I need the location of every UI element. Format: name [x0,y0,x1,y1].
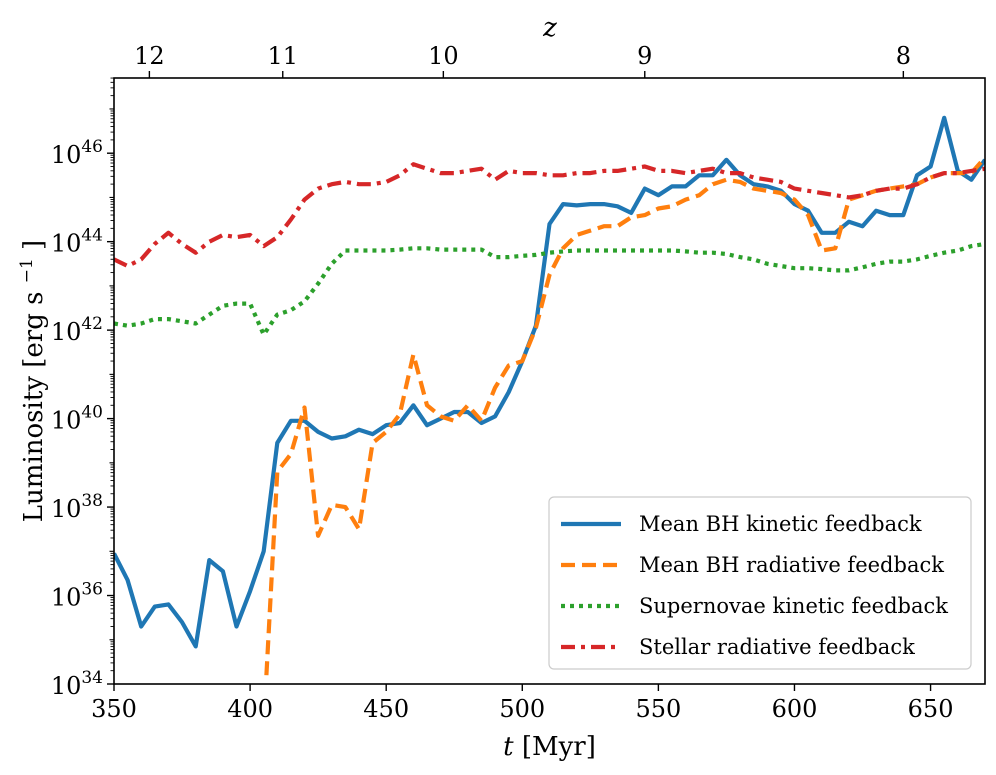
legend-label: Mean BH kinetic feedback [639,512,922,536]
x-tick-label: 550 [635,695,681,723]
y-tick-label: 1034 [51,668,103,700]
legend-label: Mean BH radiative feedback [639,553,944,577]
series-line-2 [264,156,985,676]
top-axis: 12 11 10 9 8 [134,42,911,78]
top-axis-label: z [542,13,557,43]
legend: Mean BH kinetic feedback Mean BH radiativ… [548,496,972,670]
y-tick-label: 1040 [51,403,103,435]
y-tick-label: 1044 [51,226,103,258]
legend-label: Supernovae kinetic feedback [639,594,948,618]
x-tick-label: 600 [772,695,818,723]
top-tick-label: 8 [896,42,911,70]
top-tick-label: 11 [267,42,298,70]
legend-label: Stellar radiative feedback [639,635,915,659]
x-axis-label-var: t [503,732,514,762]
x-tick-label: 450 [363,695,409,723]
x-tick-label: 650 [908,695,954,723]
x-tick-label: 350 [91,695,137,723]
y-tick-label: 1038 [51,491,103,523]
x-axis-label: t [Myr] [503,732,596,762]
y-tick-label: 1042 [51,314,103,346]
y-axis-label-main: Luminosity [erg s [19,292,49,523]
y-axis-label-close: ] [19,240,49,250]
y-tick-label: 1036 [51,580,103,612]
series-line-4 [114,162,985,269]
top-tick-label: 12 [134,42,165,70]
plot-lines [114,115,985,676]
y-axis: 1034 1036 1038 1040 1042 1044 1046 [51,77,114,700]
series-line-3 [114,241,985,337]
x-axis-label-unit: [Myr] [522,732,596,762]
x-tick-label: 500 [499,695,545,723]
y-axis-label: Luminosity [erg s −1 ] [17,240,49,522]
top-tick-label: 9 [637,42,652,70]
legend-box [548,496,972,670]
x-axis: 350 400 450 500 550 600 650 [91,684,953,723]
y-tick-label: 1046 [51,137,103,169]
top-tick-label: 10 [428,42,459,70]
y-axis-label-sup: −1 [17,258,37,283]
x-tick-label: 400 [227,695,273,723]
